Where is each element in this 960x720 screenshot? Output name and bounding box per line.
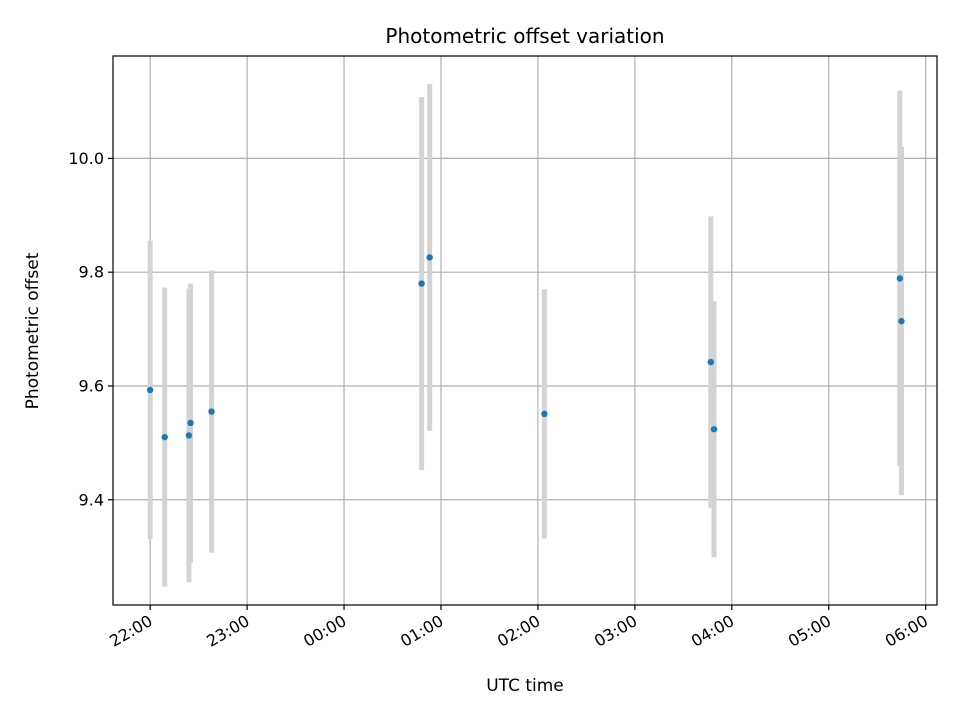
data-point xyxy=(710,426,718,433)
y-tick-label: 9.4 xyxy=(79,490,104,509)
data-point xyxy=(208,408,215,415)
data-point xyxy=(707,358,715,366)
plot-frame xyxy=(112,55,938,606)
y-tick-label: 9.6 xyxy=(79,376,104,395)
data-point xyxy=(185,432,193,439)
data-point xyxy=(896,275,904,282)
grid xyxy=(113,56,937,605)
y-axis-ticks: 9.4 9.6 9.8 10.0 xyxy=(68,149,113,509)
y-tick-label: 9.8 xyxy=(79,263,104,282)
data-point xyxy=(541,410,548,418)
chart-title: Photometric offset variation xyxy=(385,24,664,48)
y-axis-label: Photometric offset xyxy=(23,252,43,409)
y-tick-label: 10.0 xyxy=(68,149,104,168)
data-point xyxy=(418,280,425,287)
data-points xyxy=(146,254,905,441)
data-point xyxy=(426,254,433,261)
data-point xyxy=(898,317,905,325)
x-axis-label: UTC time xyxy=(486,676,564,696)
data-point xyxy=(146,386,154,394)
data-point xyxy=(187,419,194,427)
data-point xyxy=(161,433,168,441)
